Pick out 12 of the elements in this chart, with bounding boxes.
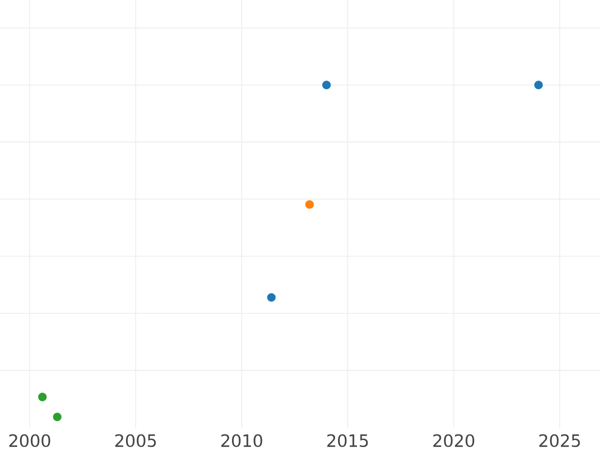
x-tick-label: 2015 (327, 434, 368, 448)
point (322, 80, 331, 90)
point (534, 80, 543, 90)
x-tick-label: 2010 (221, 434, 262, 448)
x-tick-label: 2000 (9, 434, 50, 448)
x-tick-label: 2025 (539, 434, 580, 448)
x-tick-label: 2005 (115, 434, 156, 448)
point (38, 392, 47, 402)
point (267, 293, 276, 302)
x-tick-label: 2020 (433, 434, 474, 448)
point (52, 412, 62, 422)
point (305, 200, 314, 209)
